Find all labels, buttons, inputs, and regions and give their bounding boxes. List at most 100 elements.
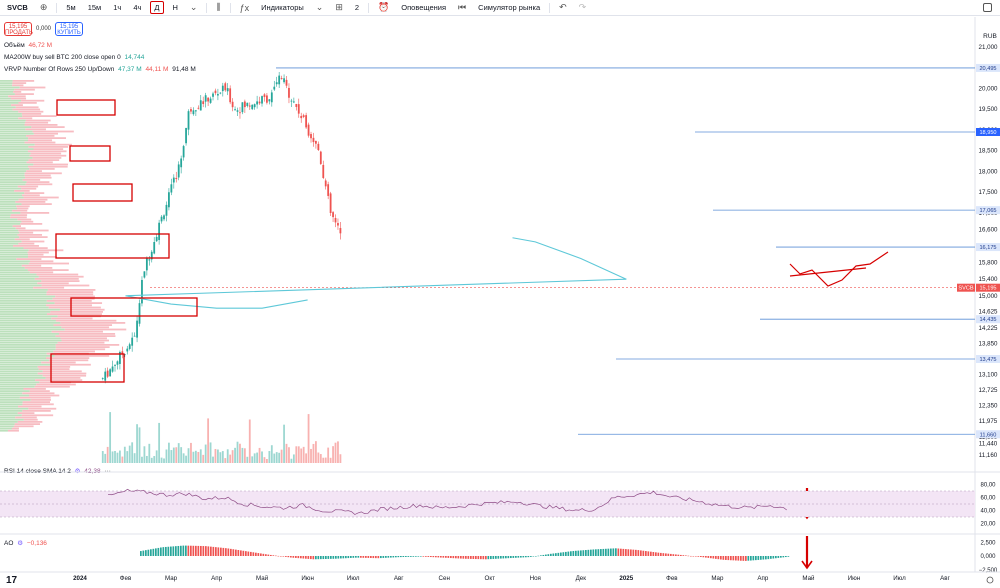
price-level-badge bbox=[976, 430, 1000, 439]
profile-up-row bbox=[0, 88, 15, 91]
redo-icon[interactable]: ↷ bbox=[578, 2, 587, 12]
ao-bar bbox=[250, 551, 252, 556]
vrvp-legend[interactable]: VRVP Number Of Rows 250 Up/Down 47,37 М … bbox=[4, 66, 198, 73]
profile-up-row bbox=[0, 110, 19, 113]
ma200w-line bbox=[125, 237, 627, 309]
buy-button[interactable]: 15,195 КУПИТЬ bbox=[55, 22, 84, 36]
replay-icon[interactable]: ⏮ bbox=[458, 2, 467, 12]
volume-bar bbox=[106, 446, 109, 463]
ao-bar bbox=[542, 554, 545, 556]
profile-up-row bbox=[0, 126, 32, 128]
chevron-down-icon[interactable]: ⌄ bbox=[189, 2, 198, 12]
replay-button[interactable]: Симулятор рынка bbox=[478, 3, 541, 12]
ao-bar bbox=[140, 551, 142, 556]
price-axis[interactable]: RUB21,00020,50020,00019,50019,00018,5001… bbox=[974, 17, 998, 572]
symbol-search-button[interactable]: SVCB bbox=[7, 3, 28, 12]
profile-up-row bbox=[0, 245, 14, 247]
interval-1h[interactable]: 1ч bbox=[113, 3, 122, 12]
ao-bar bbox=[497, 556, 500, 559]
indicators-button[interactable]: Индикаторы bbox=[261, 3, 304, 12]
undo-icon[interactable]: ↶ bbox=[559, 2, 567, 12]
ao-bar bbox=[330, 556, 332, 559]
candle-body bbox=[310, 134, 312, 139]
profile-down-row bbox=[55, 335, 116, 337]
alarm-icon[interactable]: ⏰ bbox=[378, 2, 390, 12]
candle-body bbox=[109, 369, 112, 377]
interval-4h[interactable]: 4ч bbox=[133, 3, 142, 12]
ma-legend[interactable]: MA200W buy sell BTC 200 close open 0 14,… bbox=[4, 54, 146, 61]
interval-5m[interactable]: 5м bbox=[66, 3, 76, 12]
add-symbol-icon[interactable]: ⊕ bbox=[39, 2, 48, 12]
profile-down-row bbox=[35, 379, 83, 381]
volume-bar bbox=[310, 448, 312, 463]
volume-bar bbox=[263, 457, 266, 463]
candle-body bbox=[209, 98, 212, 103]
ao-legend[interactable]: AO ⚙ −0,136 bbox=[4, 539, 49, 547]
ao-bar bbox=[252, 552, 255, 556]
ao-settings-icon[interactable]: ⚙ bbox=[17, 540, 24, 547]
interval-15m[interactable]: 15м bbox=[87, 3, 102, 12]
sell-button[interactable]: 15,195 ПРОДАТЬ bbox=[4, 22, 33, 36]
price-tick-label: 15,400 bbox=[979, 276, 998, 283]
profile-up-row bbox=[0, 159, 29, 161]
candle-body bbox=[275, 82, 278, 85]
layouts-icon[interactable]: ⊞ bbox=[335, 2, 343, 12]
candle-body bbox=[217, 94, 219, 96]
volume-bar bbox=[104, 453, 107, 463]
volume-bar bbox=[295, 446, 298, 463]
interval-day[interactable]: Д bbox=[150, 1, 164, 14]
fullscreen-icon[interactable] bbox=[983, 3, 992, 12]
volume-bar bbox=[312, 443, 315, 463]
ao-bar bbox=[150, 549, 152, 556]
ao-bar bbox=[260, 553, 262, 556]
ao-bar bbox=[785, 556, 787, 558]
interval-week[interactable]: Н bbox=[172, 3, 178, 12]
alerts-button[interactable]: Оповещения bbox=[401, 3, 447, 12]
profile-down-row bbox=[34, 278, 79, 280]
profile-up-row bbox=[0, 157, 33, 159]
ao-bar bbox=[267, 554, 270, 556]
ao-bar bbox=[195, 545, 197, 556]
profile-down-row bbox=[24, 267, 53, 269]
ao-bar bbox=[787, 556, 790, 557]
ao-bar bbox=[587, 549, 590, 556]
profile-down-row bbox=[29, 260, 54, 263]
candle-body bbox=[177, 164, 180, 178]
profile-down-row bbox=[22, 401, 51, 403]
profile-up-row bbox=[0, 260, 30, 263]
volume-bar bbox=[317, 452, 320, 463]
indicators-icon[interactable]: ƒx bbox=[239, 2, 250, 13]
ao-bar bbox=[257, 553, 260, 556]
profile-up-row bbox=[0, 289, 48, 291]
price-tick-label: 18,500 bbox=[979, 148, 998, 155]
ao-bar bbox=[662, 553, 665, 556]
volume-bar bbox=[241, 447, 244, 463]
buy-label: КУПИТЬ bbox=[57, 30, 81, 36]
ao-bar bbox=[255, 552, 257, 556]
ma-line bbox=[125, 237, 627, 309]
ao-bar bbox=[462, 556, 465, 559]
profile-up-row bbox=[0, 339, 62, 342]
volume-bar bbox=[141, 456, 143, 463]
chevron-down-icon[interactable]: ⌄ bbox=[315, 2, 324, 12]
ao-bar bbox=[615, 548, 617, 556]
ao-bar bbox=[500, 556, 502, 559]
profile-down-row bbox=[17, 185, 39, 188]
candle-body bbox=[278, 75, 281, 85]
profile-down-row bbox=[22, 410, 51, 412]
layouts-count[interactable]: 2 bbox=[354, 3, 360, 12]
profile-up-row bbox=[0, 190, 15, 192]
time-axis[interactable]: 2024 Фев Мар Апр Май Июн Июл Авг Сен Окт Ноя Дек 202… bbox=[0, 571, 1000, 586]
volume-bar bbox=[180, 447, 183, 463]
volume-legend[interactable]: Объём 46,72 М bbox=[4, 42, 54, 49]
bar-style-icon[interactable]: ⫼ bbox=[216, 2, 221, 12]
profile-down-row bbox=[11, 427, 19, 430]
profile-down-row bbox=[23, 247, 48, 249]
price-tick-label: 20,000 bbox=[979, 85, 998, 92]
volume-bar bbox=[128, 445, 131, 463]
profile-up-row bbox=[0, 104, 12, 106]
profile-up-row bbox=[0, 388, 24, 390]
price-tick-label: 13,850 bbox=[979, 340, 998, 347]
ao-bar bbox=[572, 550, 575, 556]
